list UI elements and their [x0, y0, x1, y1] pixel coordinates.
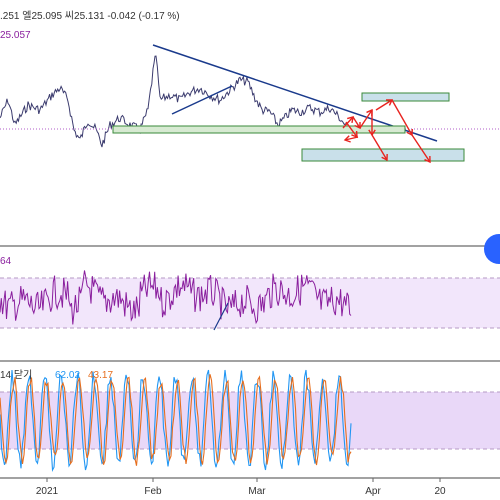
- scroll-to-latest-button[interactable]: [484, 234, 500, 264]
- stoch-line-group: [0, 369, 352, 472]
- x-tick-label: 20: [434, 486, 446, 497]
- arrow-down-4-head: [381, 153, 388, 162]
- rsi-line-group: [0, 270, 352, 331]
- stoch-d-line: [0, 374, 352, 466]
- arrow-down-4: [371, 134, 388, 161]
- arrow-down-6-head: [424, 155, 431, 164]
- arrow-down-2: [352, 116, 361, 129]
- arrow-down-1: [345, 121, 358, 138]
- x-tick-label: Mar: [248, 486, 266, 497]
- price-line: [0, 55, 354, 148]
- rising-trendline: [171, 85, 233, 115]
- upper-target-zone: [361, 92, 450, 102]
- descending-trendline: [152, 44, 438, 142]
- rsi-trendline: [213, 302, 229, 331]
- rsi-band: [0, 278, 500, 328]
- support-zone: [112, 125, 406, 134]
- arrow-up-1: [342, 116, 354, 129]
- rsi-label: 64: [0, 256, 12, 267]
- x-axis: 2021 Feb Mar Apr 20: [36, 478, 446, 497]
- arrow-up-3: [375, 99, 393, 111]
- arrow-up-2: [359, 109, 373, 129]
- lower-target-zone: [301, 148, 465, 162]
- x-tick-label: 2021: [36, 486, 59, 497]
- stoch-label: 14 닫기: [0, 369, 32, 381]
- arrow-down-5: [391, 99, 413, 136]
- ohlc-legend: .251 엘25.095 씨25.131 -0.042 (-0.17 %): [0, 9, 180, 22]
- arrow-left-1: [344, 136, 359, 141]
- rsi-line: [0, 270, 352, 325]
- arrow-left-1-head: [343, 135, 351, 143]
- price-value-label: 25.057: [0, 30, 31, 41]
- stoch-k-value: 62.02: [55, 370, 80, 381]
- x-tick-label: Apr: [365, 486, 381, 497]
- stoch-d-value: 43.17: [88, 370, 113, 381]
- arrow-down-6: [411, 134, 431, 163]
- x-tick-label: Feb: [144, 486, 162, 497]
- stoch-k-line: [0, 369, 352, 472]
- annotation-group: [112, 44, 465, 164]
